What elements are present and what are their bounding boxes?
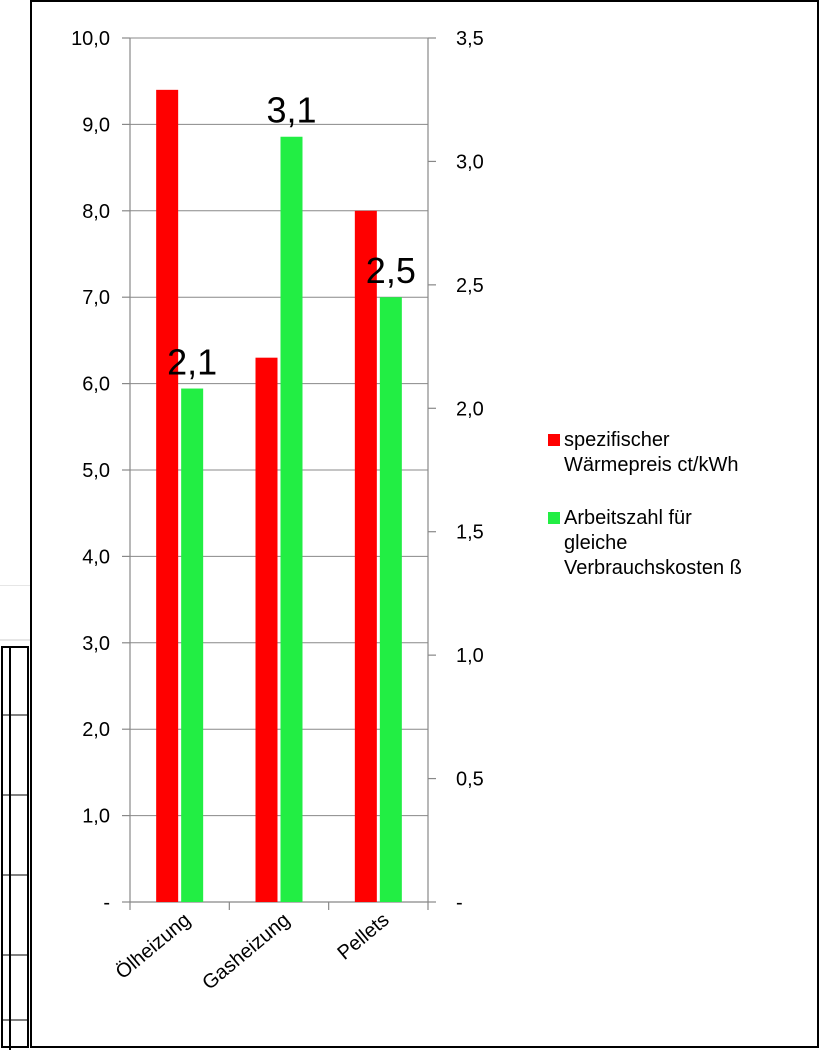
left-tick-label: 8,0 bbox=[82, 201, 110, 223]
category-label: Gasheizung bbox=[198, 909, 294, 994]
left-tick-label: 7,0 bbox=[82, 287, 110, 309]
legend-label-line: spezifischer bbox=[564, 429, 670, 451]
data-labels: 2,1 3,1 2,5 bbox=[167, 90, 416, 383]
bar-waermepreis bbox=[255, 357, 278, 902]
legend-item-waermepreis: spezifischer Wärmepreis ct/kWh bbox=[540, 428, 815, 478]
bar-arbeitszahl bbox=[181, 388, 204, 903]
axes bbox=[122, 37, 436, 910]
bar-waermepreis bbox=[354, 210, 377, 903]
gridlines bbox=[130, 37, 428, 817]
legend: spezifischer Wärmepreis ct/kWh Arbeitsza… bbox=[540, 428, 815, 609]
right-tick-label: 3,0 bbox=[456, 151, 484, 173]
right-tick-label: 2,0 bbox=[456, 398, 484, 420]
left-tick-label: 10,0 bbox=[71, 28, 110, 50]
legend-label-line: Arbeitszahl für bbox=[564, 507, 692, 529]
data-label: 3,1 bbox=[266, 90, 316, 131]
background-window-fragment bbox=[0, 584, 30, 1050]
left-tick-label: 4,0 bbox=[82, 546, 110, 568]
right-tick-label: 1,5 bbox=[456, 522, 484, 544]
left-tick-label: 2,0 bbox=[82, 719, 110, 741]
left-tick-label: 6,0 bbox=[82, 374, 110, 396]
category-label: Ölheizung bbox=[112, 909, 195, 984]
right-tick-label: 2,5 bbox=[456, 275, 484, 297]
right-tick-label: 1,0 bbox=[456, 645, 484, 667]
legend-swatch-red bbox=[548, 434, 560, 446]
left-tick-label: - bbox=[103, 892, 110, 914]
right-tick-label: - bbox=[456, 892, 463, 914]
bar-waermepreis bbox=[156, 89, 179, 903]
left-tick-label: 5,0 bbox=[82, 460, 110, 482]
data-label: 2,5 bbox=[366, 250, 416, 291]
left-tick-label: 3,0 bbox=[82, 633, 110, 655]
legend-label-line: Verbrauchskosten ß bbox=[564, 557, 742, 579]
left-tick-label: 9,0 bbox=[82, 114, 110, 136]
legend-swatch-green bbox=[548, 512, 560, 524]
left-tick-label: 1,0 bbox=[82, 806, 110, 828]
legend-item-arbeitszahl: Arbeitszahl für gleiche Verbrauchskosten… bbox=[540, 506, 815, 581]
bar-arbeitszahl bbox=[280, 136, 303, 902]
bar-arbeitszahl bbox=[379, 297, 402, 902]
bars bbox=[156, 89, 402, 903]
legend-label-line: Wärmepreis ct/kWh bbox=[564, 454, 739, 476]
legend-label-line: gleiche bbox=[564, 532, 628, 554]
right-tick-label: 0,5 bbox=[456, 769, 484, 791]
data-label: 2,1 bbox=[167, 342, 217, 383]
category-label: Pellets bbox=[333, 909, 393, 964]
right-tick-label: 3,5 bbox=[456, 28, 484, 50]
